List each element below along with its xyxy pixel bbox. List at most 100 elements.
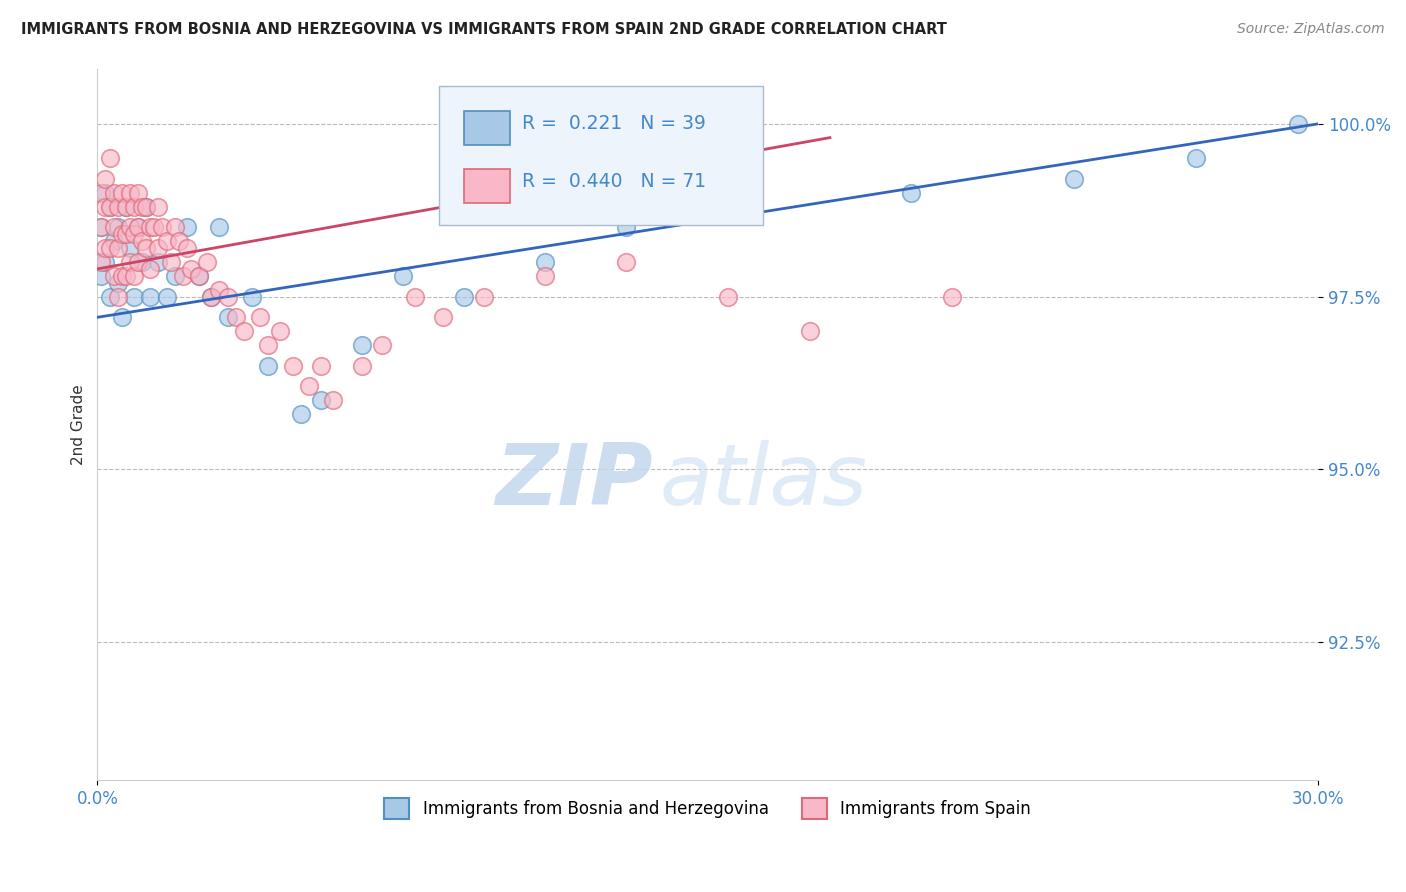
Point (131, 234, 153, 248)
Point (217, 289, 239, 303)
Point (122, 289, 145, 303)
Point (90, 186, 112, 200)
Point (208, 220, 231, 235)
Point (98, 289, 121, 303)
Point (717, 289, 740, 303)
Point (172, 268, 194, 283)
Point (107, 220, 129, 235)
Point (90, 268, 112, 283)
Text: atlas: atlas (659, 440, 868, 523)
Point (98, 200, 121, 214)
Point (616, 255, 638, 269)
Point (1185, 152, 1208, 166)
Text: R =  0.221   N = 39: R = 0.221 N = 39 (522, 114, 706, 133)
Point (107, 241, 129, 255)
Point (111, 227, 134, 242)
Point (98, 152, 121, 166)
Point (176, 241, 198, 255)
FancyBboxPatch shape (439, 87, 763, 225)
Point (941, 289, 963, 303)
Point (115, 227, 138, 242)
Point (737, 200, 759, 214)
Text: R =  0.440   N = 71: R = 0.440 N = 71 (522, 172, 706, 191)
Point (269, 324, 291, 338)
Point (94, 172, 117, 186)
Point (616, 220, 638, 235)
Point (111, 310, 134, 325)
Point (139, 261, 162, 276)
Point (127, 220, 149, 235)
Point (188, 268, 211, 283)
Point (122, 200, 145, 214)
Point (159, 255, 181, 269)
Point (152, 220, 174, 235)
Point (103, 186, 125, 200)
Point (139, 220, 162, 235)
Point (94, 255, 117, 269)
Point (208, 283, 231, 297)
Point (1063, 172, 1085, 186)
Point (391, 268, 413, 283)
Point (195, 255, 218, 269)
Point (298, 379, 321, 393)
Point (103, 234, 125, 248)
Point (534, 255, 557, 269)
Point (309, 359, 332, 373)
Point (103, 268, 125, 283)
Point (118, 255, 141, 269)
Point (534, 268, 557, 283)
Point (180, 261, 202, 276)
Point (232, 324, 254, 338)
Point (188, 268, 211, 283)
Point (143, 220, 166, 235)
Point (135, 200, 157, 214)
Point (107, 276, 129, 290)
Point (155, 234, 177, 248)
Point (404, 289, 426, 303)
Point (290, 407, 312, 421)
Point (127, 186, 149, 200)
Point (118, 220, 141, 235)
Point (115, 200, 138, 214)
Point (94, 241, 117, 255)
Point (309, 393, 332, 408)
Point (111, 268, 134, 283)
Point (107, 289, 129, 303)
Point (240, 289, 263, 303)
Point (225, 310, 247, 325)
Point (127, 220, 149, 235)
Point (371, 338, 394, 352)
Point (322, 393, 344, 408)
Point (453, 289, 475, 303)
Point (200, 289, 222, 303)
Bar (464, 169, 510, 203)
Point (115, 268, 138, 283)
Point (90, 220, 112, 235)
Point (900, 186, 922, 200)
Point (107, 200, 129, 214)
Point (94, 200, 117, 214)
Point (472, 289, 495, 303)
Point (131, 200, 153, 214)
Point (432, 310, 454, 325)
Point (799, 324, 821, 338)
Point (118, 241, 141, 255)
Point (1286, 117, 1309, 131)
Point (257, 338, 280, 352)
Point (98, 241, 121, 255)
Text: ZIP: ZIP (495, 440, 652, 523)
Text: IMMIGRANTS FROM BOSNIA AND HERZEGOVINA VS IMMIGRANTS FROM SPAIN 2ND GRADE CORREL: IMMIGRANTS FROM BOSNIA AND HERZEGOVINA V… (21, 22, 948, 37)
Point (257, 359, 280, 373)
Point (131, 255, 153, 269)
Point (350, 359, 373, 373)
Point (122, 227, 145, 242)
Point (115, 200, 138, 214)
Text: Source: ZipAtlas.com: Source: ZipAtlas.com (1237, 22, 1385, 37)
Legend: Immigrants from Bosnia and Herzegovina, Immigrants from Spain: Immigrants from Bosnia and Herzegovina, … (378, 792, 1038, 825)
Point (90, 255, 112, 269)
Point (148, 255, 170, 269)
Point (155, 289, 177, 303)
Y-axis label: 2nd Grade: 2nd Grade (72, 384, 86, 465)
Point (176, 220, 198, 235)
Point (249, 310, 271, 325)
